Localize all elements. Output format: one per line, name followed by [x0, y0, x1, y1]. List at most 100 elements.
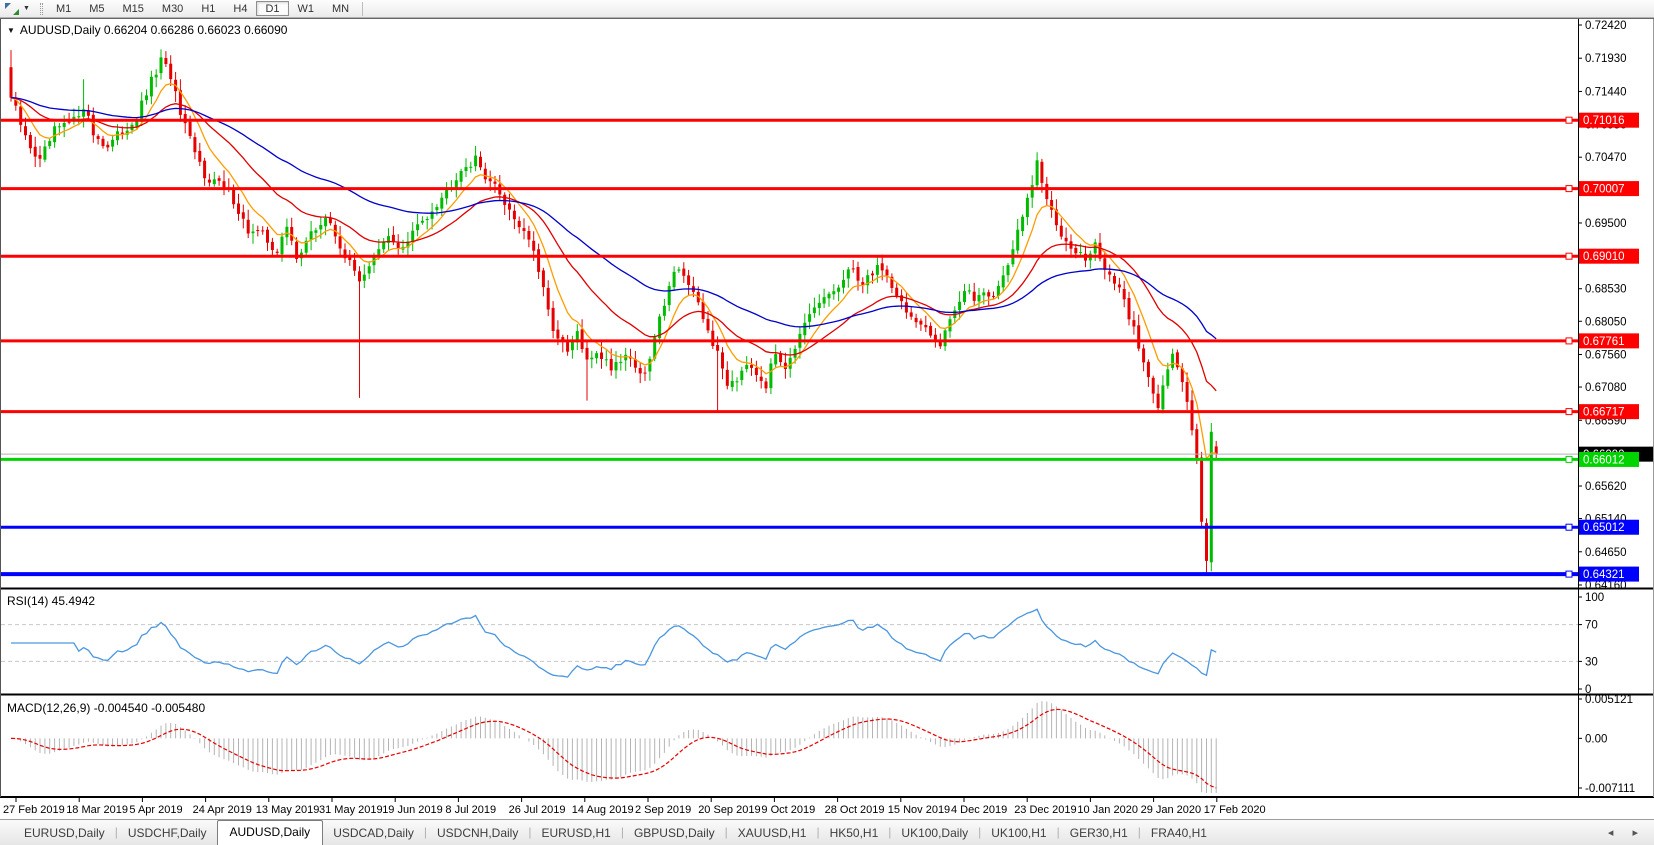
- candle: [62, 123, 66, 127]
- candle: [532, 240, 536, 251]
- chart-tab-eurusd-h1[interactable]: EURUSD,H1: [541, 826, 611, 840]
- rsi-label: RSI(14) 45.4942: [7, 594, 96, 608]
- candle: [440, 197, 444, 209]
- timeframe-button-h4[interactable]: H4: [233, 3, 248, 15]
- level-price-label-bg: [1579, 519, 1639, 535]
- chart-tab-fra40-h1[interactable]: FRA40,H1: [1150, 826, 1207, 840]
- candle: [1161, 385, 1165, 410]
- candle: [469, 166, 473, 168]
- candle: [1054, 209, 1058, 226]
- level-line-handle[interactable]: [1565, 185, 1573, 193]
- candle: [290, 227, 294, 241]
- candle: [1180, 368, 1184, 383]
- candle: [769, 363, 773, 389]
- chevron-down-icon[interactable]: ▼: [23, 5, 30, 12]
- timeframe-button-w1[interactable]: W1: [297, 3, 315, 15]
- tab-separator: |: [114, 824, 118, 839]
- candle: [929, 325, 933, 336]
- candle: [9, 67, 13, 98]
- candle: [682, 268, 686, 276]
- candle: [193, 137, 197, 153]
- candle: [53, 126, 57, 143]
- candle: [585, 347, 589, 360]
- chart-tab-uk100-daily[interactable]: UK100,Daily: [901, 826, 969, 840]
- candle: [420, 220, 424, 223]
- level-line-handle[interactable]: [1565, 408, 1573, 416]
- level-line-handle[interactable]: [1565, 455, 1573, 463]
- level-line-handle[interactable]: [1565, 116, 1573, 124]
- candle: [624, 354, 628, 361]
- candle: [203, 160, 207, 179]
- level-line-handle[interactable]: [1565, 337, 1573, 345]
- candle: [367, 266, 371, 274]
- chart-canvas[interactable]: 0.724200.719300.714400.709500.704700.695…: [0, 0, 1654, 820]
- candle: [1074, 247, 1078, 254]
- chart-tab-uk100-h1[interactable]: UK100,H1: [991, 826, 1047, 840]
- candle: [711, 330, 715, 346]
- tab-separator: |: [816, 824, 820, 839]
- candle: [28, 135, 32, 149]
- chart-tab-xauusd-h1[interactable]: XAUUSD,H1: [737, 826, 807, 840]
- chart-tab-eurusd-daily[interactable]: EURUSD,Daily: [24, 826, 105, 840]
- candle: [725, 369, 729, 386]
- date-axis-label: 18 Mar 2019: [66, 804, 128, 816]
- candle: [938, 340, 942, 347]
- candle: [430, 211, 434, 219]
- level-line-handle[interactable]: [1565, 252, 1573, 260]
- candle: [135, 121, 139, 127]
- candle: [745, 364, 749, 370]
- chart-tab-usdcad-daily[interactable]: USDCAD,Daily: [333, 826, 414, 840]
- level-price-label-bg: [1579, 404, 1639, 420]
- candle: [1142, 348, 1146, 363]
- macd-axis-tick: 0.005121: [1585, 694, 1633, 706]
- timeframe-button-mn[interactable]: MN: [332, 3, 350, 15]
- level-price-label: 0.64321: [1583, 569, 1625, 581]
- timeframe-button-h1[interactable]: H1: [201, 3, 216, 15]
- chart-tab-usdchf-daily[interactable]: USDCHF,Daily: [127, 826, 207, 840]
- candle: [324, 218, 328, 227]
- symbol-dropdown-icon[interactable]: ▼: [7, 26, 15, 35]
- level-line-handle[interactable]: [1565, 523, 1573, 531]
- timeframe-button-m15[interactable]: M15: [122, 3, 144, 15]
- toolbar-grip[interactable]: [39, 2, 43, 15]
- candle: [111, 139, 115, 147]
- chart-tab-ger30-h1[interactable]: GER30,H1: [1069, 826, 1128, 840]
- candle: [464, 167, 468, 171]
- level-price-label: 0.66717: [1583, 407, 1625, 419]
- chart-tool-icon[interactable]: [4, 2, 21, 15]
- chart-tab-usdcnh-daily[interactable]: USDCNH,Daily: [437, 826, 519, 840]
- tab-scroll-arrows[interactable]: ◂ ▸: [1607, 827, 1646, 839]
- candle: [735, 381, 739, 383]
- level-line-handle[interactable]: [1565, 570, 1573, 578]
- candle: [842, 279, 845, 288]
- candle: [188, 121, 192, 136]
- date-axis-label: 17 Feb 2020: [1203, 804, 1266, 816]
- candle: [1175, 352, 1179, 368]
- chart-tab-gbpusd-daily[interactable]: GBPUSD,Daily: [633, 826, 715, 840]
- candle: [1021, 216, 1025, 232]
- timeframe-button-m30[interactable]: M30: [161, 3, 184, 15]
- timeframe-button-d1[interactable]: D1: [256, 1, 289, 16]
- candle: [619, 361, 623, 363]
- chart-tab-hk50-h1[interactable]: HK50,H1: [829, 826, 879, 840]
- chart-tab-audusd-daily[interactable]: AUDUSD,Daily: [216, 820, 324, 845]
- candle: [933, 334, 937, 341]
- candle: [972, 291, 976, 301]
- candle: [861, 282, 865, 285]
- candle: [1214, 446, 1218, 455]
- candle: [614, 362, 618, 371]
- candle: [261, 230, 265, 232]
- tab-separator: |: [528, 824, 532, 839]
- price-axis-tick: 0.67560: [1585, 349, 1627, 361]
- candle: [875, 265, 879, 275]
- timeframe-button-m1[interactable]: M1: [55, 3, 72, 15]
- timeframe-button-m5[interactable]: M5: [89, 3, 105, 15]
- candle: [1185, 382, 1189, 402]
- candle: [348, 257, 352, 260]
- price-axis-tick: 0.67080: [1585, 382, 1627, 394]
- candle: [648, 358, 652, 372]
- candle: [808, 314, 812, 322]
- candle: [600, 352, 603, 359]
- candle: [880, 263, 884, 271]
- candle: [846, 269, 850, 279]
